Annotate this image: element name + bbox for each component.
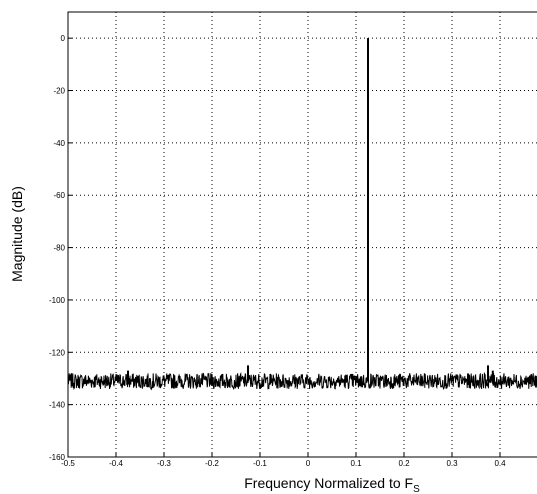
y-tick-label: -160	[49, 453, 66, 462]
x-tick-label: -0.4	[109, 459, 123, 468]
grid-lines	[67, 12, 537, 458]
x-tick-label: 0.3	[446, 459, 458, 468]
x-axis-label: Frequency Normalized to FS	[244, 475, 420, 494]
x-tick-label: -0.1	[253, 459, 267, 468]
y-tick-label: -60	[53, 191, 65, 200]
x-tick-label: 0.1	[350, 459, 362, 468]
y-tick-label: -20	[53, 87, 65, 96]
y-tick-label: 0	[61, 34, 66, 43]
y-tick-label: -40	[53, 139, 65, 148]
y-axis-label: Magnitude (dB)	[9, 186, 25, 282]
y-tick-label: -140	[49, 401, 66, 410]
x-tick-label: -0.3	[157, 459, 171, 468]
y-tick-label: -100	[49, 296, 66, 305]
x-tick-label: -0.5	[61, 459, 75, 468]
y-axis-ticks: 0 -20 -40 -60 -80 -100 -120 -140 -160	[49, 34, 72, 462]
x-axis-ticks: -0.5-0.4-0.3-0.2-0.100.10.20.30.40	[61, 453, 506, 468]
x-tick-label: 0	[306, 459, 311, 468]
noise-floor-series	[67, 371, 537, 391]
y-tick-label: -80	[53, 244, 65, 253]
x-tick-label: 0.2	[398, 459, 410, 468]
noise-trace	[67, 371, 537, 391]
x-tick-label: -0.2	[205, 459, 219, 468]
x-tick-label: 0.4	[494, 459, 506, 468]
x-axis-label-main: Frequency Normalized to F	[244, 475, 413, 491]
y-tick-label: -120	[49, 348, 66, 357]
spectral-peaks	[127, 38, 494, 382]
plot-frame	[67, 11, 537, 458]
x-axis-label-subscript: S	[413, 484, 420, 494]
